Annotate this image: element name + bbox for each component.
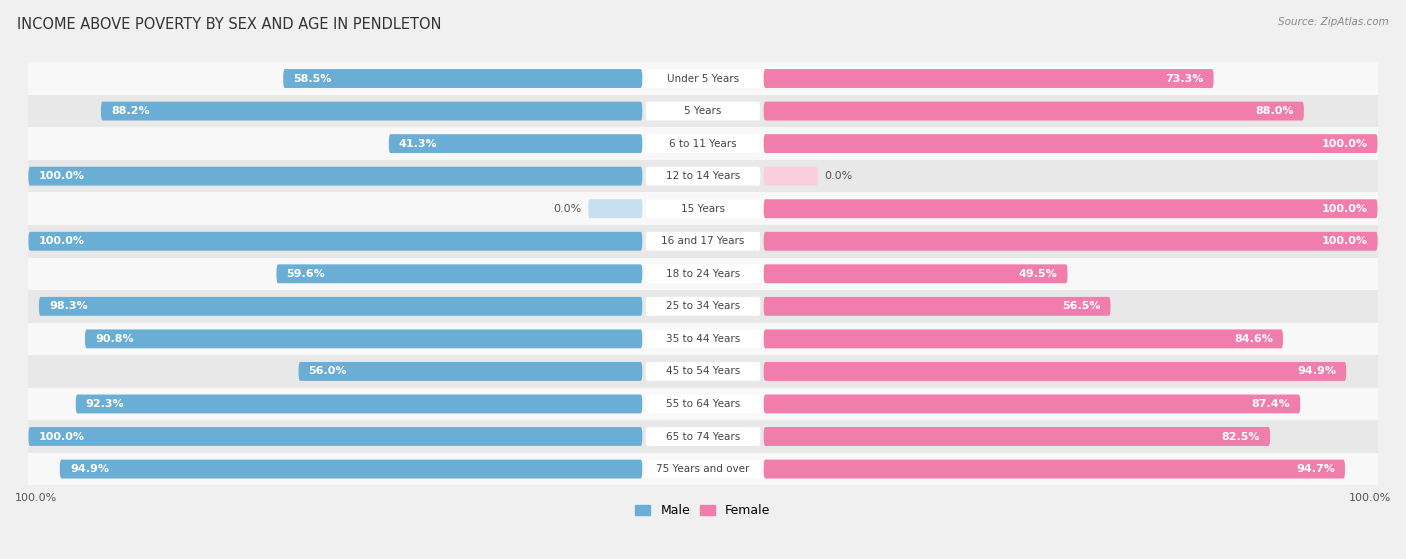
Bar — [28, 355, 1378, 388]
FancyBboxPatch shape — [588, 199, 643, 218]
Text: 12 to 14 Years: 12 to 14 Years — [666, 171, 740, 181]
Text: 87.4%: 87.4% — [1251, 399, 1291, 409]
Text: 92.3%: 92.3% — [86, 399, 125, 409]
FancyBboxPatch shape — [763, 297, 1111, 316]
Legend: Male, Female: Male, Female — [630, 499, 776, 522]
FancyBboxPatch shape — [645, 329, 761, 348]
FancyBboxPatch shape — [76, 395, 643, 414]
Text: 45 to 54 Years: 45 to 54 Years — [666, 366, 740, 376]
FancyBboxPatch shape — [763, 199, 1378, 218]
FancyBboxPatch shape — [60, 459, 643, 479]
FancyBboxPatch shape — [763, 362, 1346, 381]
FancyBboxPatch shape — [763, 102, 1303, 121]
Bar — [28, 453, 1378, 485]
FancyBboxPatch shape — [645, 395, 761, 414]
FancyBboxPatch shape — [645, 102, 761, 121]
Text: 100.0%: 100.0% — [15, 494, 58, 504]
FancyBboxPatch shape — [763, 134, 1378, 153]
Text: 88.0%: 88.0% — [1256, 106, 1294, 116]
Text: 84.6%: 84.6% — [1234, 334, 1272, 344]
FancyBboxPatch shape — [298, 362, 643, 381]
FancyBboxPatch shape — [645, 232, 761, 250]
FancyBboxPatch shape — [763, 232, 1378, 250]
Text: 59.6%: 59.6% — [287, 269, 325, 279]
Text: 94.9%: 94.9% — [70, 464, 108, 474]
Text: 73.3%: 73.3% — [1166, 74, 1204, 83]
Text: 49.5%: 49.5% — [1019, 269, 1057, 279]
Text: 56.5%: 56.5% — [1062, 301, 1101, 311]
Text: 65 to 74 Years: 65 to 74 Years — [666, 432, 740, 442]
Bar — [28, 388, 1378, 420]
Text: 58.5%: 58.5% — [294, 74, 332, 83]
Text: 100.0%: 100.0% — [1322, 139, 1368, 149]
Text: 100.0%: 100.0% — [1322, 236, 1368, 247]
Text: 18 to 24 Years: 18 to 24 Years — [666, 269, 740, 279]
Bar — [28, 420, 1378, 453]
Text: 90.8%: 90.8% — [96, 334, 134, 344]
Text: 0.0%: 0.0% — [554, 203, 582, 214]
Text: 88.2%: 88.2% — [111, 106, 149, 116]
FancyBboxPatch shape — [28, 427, 643, 446]
FancyBboxPatch shape — [645, 134, 761, 153]
Text: 100.0%: 100.0% — [38, 236, 84, 247]
FancyBboxPatch shape — [763, 69, 1213, 88]
Bar — [28, 95, 1378, 127]
FancyBboxPatch shape — [645, 297, 761, 316]
Text: 82.5%: 82.5% — [1222, 432, 1260, 442]
FancyBboxPatch shape — [645, 199, 761, 218]
Text: 94.9%: 94.9% — [1298, 366, 1336, 376]
FancyBboxPatch shape — [645, 264, 761, 283]
Text: 41.3%: 41.3% — [399, 139, 437, 149]
FancyBboxPatch shape — [763, 395, 1301, 414]
FancyBboxPatch shape — [389, 134, 643, 153]
Bar — [28, 323, 1378, 355]
Text: 5 Years: 5 Years — [685, 106, 721, 116]
Text: 6 to 11 Years: 6 to 11 Years — [669, 139, 737, 149]
Text: 16 and 17 Years: 16 and 17 Years — [661, 236, 745, 247]
FancyBboxPatch shape — [763, 167, 818, 186]
Text: 55 to 64 Years: 55 to 64 Years — [666, 399, 740, 409]
FancyBboxPatch shape — [763, 264, 1067, 283]
FancyBboxPatch shape — [645, 459, 761, 479]
FancyBboxPatch shape — [28, 232, 643, 250]
FancyBboxPatch shape — [28, 167, 643, 186]
Bar — [28, 225, 1378, 258]
FancyBboxPatch shape — [645, 167, 761, 186]
Bar — [28, 258, 1378, 290]
Bar — [28, 62, 1378, 95]
Text: 0.0%: 0.0% — [824, 171, 852, 181]
Text: 100.0%: 100.0% — [38, 432, 84, 442]
Text: 25 to 34 Years: 25 to 34 Years — [666, 301, 740, 311]
FancyBboxPatch shape — [763, 329, 1284, 348]
Bar — [28, 192, 1378, 225]
Bar — [28, 290, 1378, 323]
FancyBboxPatch shape — [39, 297, 643, 316]
FancyBboxPatch shape — [283, 69, 643, 88]
FancyBboxPatch shape — [84, 329, 643, 348]
FancyBboxPatch shape — [763, 427, 1270, 446]
Text: Under 5 Years: Under 5 Years — [666, 74, 740, 83]
Bar — [28, 127, 1378, 160]
FancyBboxPatch shape — [277, 264, 643, 283]
Text: 15 Years: 15 Years — [681, 203, 725, 214]
Text: INCOME ABOVE POVERTY BY SEX AND AGE IN PENDLETON: INCOME ABOVE POVERTY BY SEX AND AGE IN P… — [17, 17, 441, 32]
Bar — [28, 160, 1378, 192]
Text: Source: ZipAtlas.com: Source: ZipAtlas.com — [1278, 17, 1389, 27]
Text: 100.0%: 100.0% — [38, 171, 84, 181]
FancyBboxPatch shape — [645, 427, 761, 446]
FancyBboxPatch shape — [645, 362, 761, 381]
Text: 98.3%: 98.3% — [49, 301, 87, 311]
FancyBboxPatch shape — [763, 459, 1346, 479]
Text: 100.0%: 100.0% — [1322, 203, 1368, 214]
Text: 100.0%: 100.0% — [1348, 494, 1391, 504]
Text: 35 to 44 Years: 35 to 44 Years — [666, 334, 740, 344]
Text: 75 Years and over: 75 Years and over — [657, 464, 749, 474]
Text: 56.0%: 56.0% — [309, 366, 347, 376]
Text: 94.7%: 94.7% — [1296, 464, 1334, 474]
FancyBboxPatch shape — [101, 102, 643, 121]
FancyBboxPatch shape — [645, 69, 761, 88]
